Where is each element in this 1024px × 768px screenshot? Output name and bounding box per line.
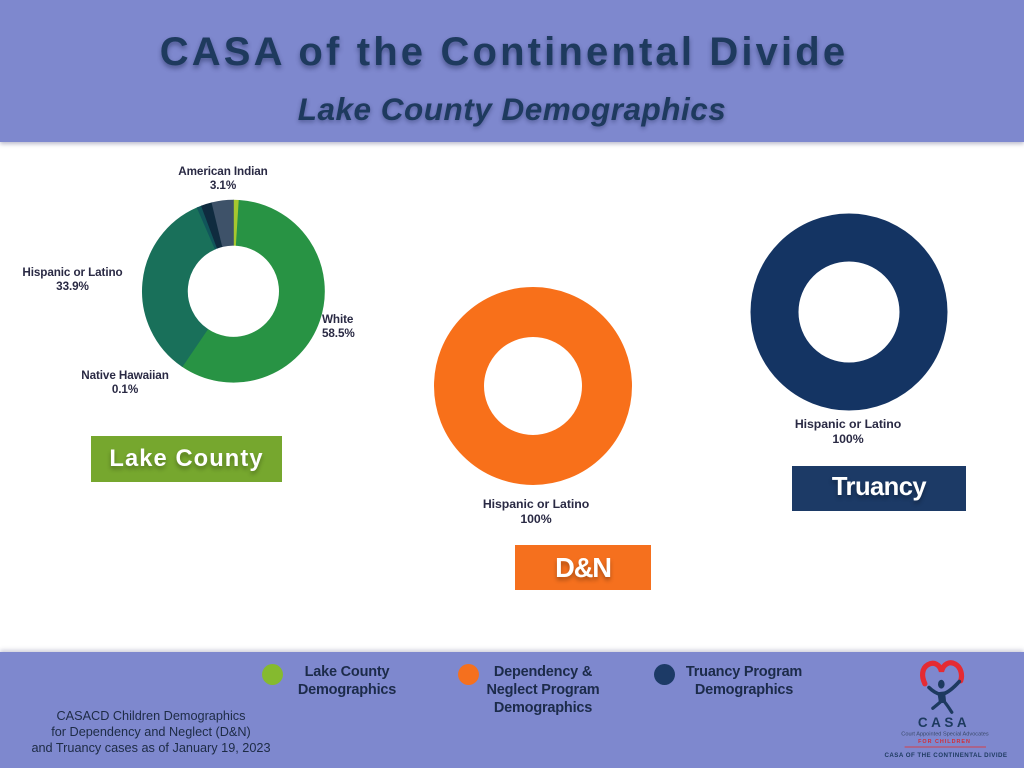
svg-text:Court Appointed Special Advoca: Court Appointed Special Advocates [901, 732, 989, 738]
svg-text:FOR CHILDREN: FOR CHILDREN [918, 739, 971, 745]
svg-text:CASA OF THE CONTINENTAL DIVIDE: CASA OF THE CONTINENTAL DIVIDE [884, 752, 1007, 759]
svg-text:CASA: CASA [918, 715, 970, 730]
